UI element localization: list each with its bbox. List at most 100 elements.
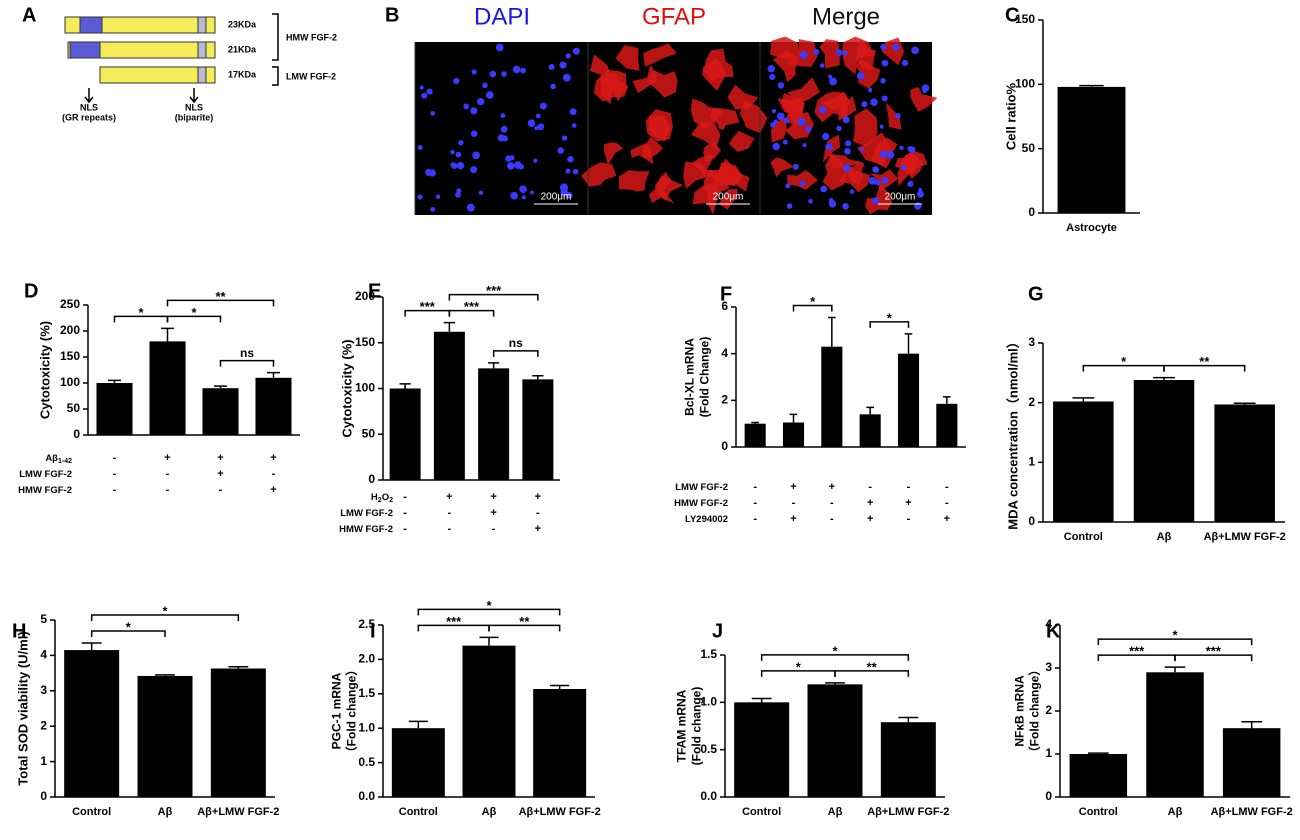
significance-bracket xyxy=(417,608,561,616)
error-bar xyxy=(214,385,227,389)
nucleus xyxy=(818,106,827,114)
nucleus xyxy=(879,124,884,129)
nucleus xyxy=(421,92,428,99)
scale-label: 200μm xyxy=(541,192,572,203)
y-axis-label: Cytotoxicity (%) xyxy=(37,321,52,419)
nucleus xyxy=(899,145,904,151)
nucleus xyxy=(911,46,919,55)
panel-letter: A xyxy=(22,4,36,26)
y-tick-label: 100 xyxy=(1015,77,1035,91)
bar xyxy=(202,388,239,435)
nucleus xyxy=(805,125,812,133)
cell xyxy=(881,37,905,66)
significance-label: *** xyxy=(464,299,480,314)
condition-sign: + xyxy=(944,513,950,525)
y-tick-label: 4 xyxy=(721,346,728,360)
nucleus xyxy=(501,71,507,77)
significance-bracket xyxy=(488,624,561,632)
panel-letter: B xyxy=(385,4,399,26)
y-axis-label: (Fold Change) xyxy=(698,337,712,418)
nucleus xyxy=(820,185,828,193)
error-bar xyxy=(943,396,951,404)
error-bar xyxy=(267,371,280,378)
error-bar xyxy=(108,379,121,383)
nucleus xyxy=(430,206,436,212)
nucleus xyxy=(921,84,930,92)
y-tick-label: 2 xyxy=(1045,703,1052,717)
row-label: HMW FGF-2 xyxy=(674,498,728,509)
isoform-label: 23KDa xyxy=(228,19,257,29)
y-tick-label: 250 xyxy=(60,297,80,311)
nucleus xyxy=(519,185,527,194)
y-tick-label: 0 xyxy=(721,439,728,453)
significance-label: * xyxy=(887,310,893,325)
nucleus xyxy=(783,117,790,124)
error-bar xyxy=(155,674,175,676)
condition-sign: - xyxy=(753,481,757,493)
x-tick-label: Control xyxy=(72,806,111,818)
panel-letter: C xyxy=(1005,4,1019,26)
nucleus xyxy=(463,103,470,110)
cell xyxy=(838,95,857,121)
significance-bracket xyxy=(869,321,910,328)
cell xyxy=(771,116,787,143)
isoform-bar xyxy=(67,41,216,59)
nucleus xyxy=(455,151,462,158)
significance-label: *** xyxy=(420,299,436,314)
significance-bracket xyxy=(90,614,240,622)
bar xyxy=(734,702,790,797)
error-bar xyxy=(1164,666,1186,673)
significance-label: *** xyxy=(1206,644,1222,659)
nucleus xyxy=(843,164,851,172)
y-tick-label: 150 xyxy=(60,349,80,363)
nucleus xyxy=(470,166,478,174)
nucleus xyxy=(802,143,807,148)
cell xyxy=(615,45,640,71)
nucleus xyxy=(565,168,571,174)
nucleus xyxy=(845,140,852,147)
bar xyxy=(137,675,193,797)
bar xyxy=(821,346,843,447)
condition-sign: - xyxy=(448,507,452,519)
condition-sign: + xyxy=(905,497,911,509)
nucleus xyxy=(914,202,922,210)
bar xyxy=(255,377,292,435)
cell xyxy=(787,170,818,190)
nucleus xyxy=(769,73,776,81)
nucleus xyxy=(567,155,574,163)
significance-bracket xyxy=(1097,638,1253,646)
bar xyxy=(1053,401,1114,522)
condition-sign: + xyxy=(535,491,541,503)
y-tick-label: 1.0 xyxy=(700,695,717,709)
condition-sign: + xyxy=(867,513,873,525)
row-label: H2O2 xyxy=(371,492,393,505)
label-part: LMW FGF-2 xyxy=(19,469,72,480)
condition-sign: - xyxy=(792,497,796,509)
nucleus xyxy=(859,147,864,152)
y-tick-label: 150 xyxy=(1015,12,1035,26)
significance-label: * xyxy=(832,643,838,658)
bar xyxy=(1214,404,1275,522)
x-tick-label: Aβ xyxy=(828,806,843,818)
y-axis-label: Cytotoxicity (%) xyxy=(339,339,354,437)
condition-sign: + xyxy=(164,452,170,464)
nucleus xyxy=(880,78,886,84)
x-tick-label: Control xyxy=(1079,806,1118,818)
bar xyxy=(96,383,133,435)
y-tick-label: 200 xyxy=(60,323,80,337)
condition-sign: + xyxy=(829,481,835,493)
nucleus xyxy=(548,63,555,71)
error-bar xyxy=(228,665,249,669)
panel-letter: K xyxy=(1046,620,1061,642)
significance-bracket xyxy=(1163,364,1246,372)
y-tick-label: 100 xyxy=(60,375,80,389)
nls-region xyxy=(69,41,101,59)
condition-sign: - xyxy=(753,497,757,509)
nucleus xyxy=(916,190,925,198)
cell xyxy=(643,43,677,67)
nucleus xyxy=(450,162,456,168)
scale-label: 200μm xyxy=(713,192,744,203)
nucleus xyxy=(908,146,916,154)
cell xyxy=(709,107,740,130)
nucleus xyxy=(822,132,830,141)
